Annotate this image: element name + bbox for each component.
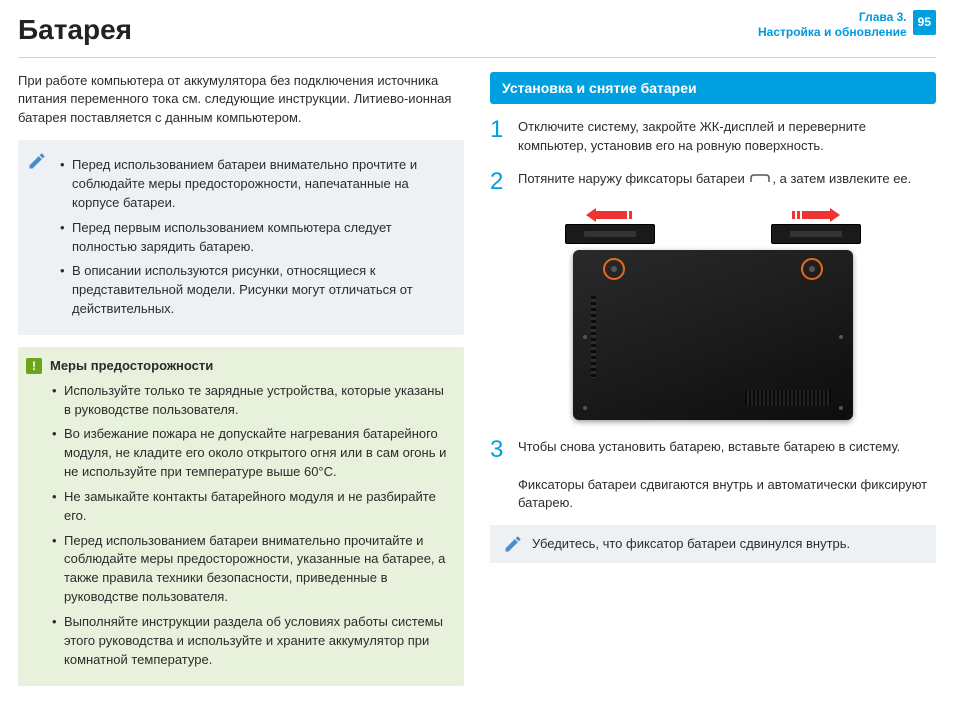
page: Батарея Глава 3. Настройка и обновление … (0, 0, 954, 708)
page-header: Батарея Глава 3. Настройка и обновление … (18, 10, 936, 51)
pencil-icon (502, 533, 524, 555)
arrow-left-group (565, 208, 655, 244)
step-3-extra: Фиксаторы батареи сдвигаются внутрь и ав… (518, 476, 936, 514)
step-3: 3 Чтобы снова установить батарею, вставь… (490, 438, 936, 462)
info-note-box: Перед использованием батареи внимательно… (18, 140, 464, 335)
highlight-ring (801, 258, 823, 280)
step-text: Чтобы снова установить батарею, вставьте… (518, 438, 936, 462)
intro-paragraph: При работе компьютера от аккумулятора бе… (18, 72, 464, 129)
laptop-bottom-image (573, 250, 853, 420)
list-item: Во избежание пожара не допускайте нагрев… (52, 425, 452, 482)
list-item: Выполняйте инструкции раздела об условия… (52, 613, 452, 670)
page-number-badge: 95 (913, 10, 936, 35)
list-item: Перед использованием батареи внимательно… (52, 532, 452, 607)
highlight-ring (603, 258, 625, 280)
tip-text: Убедитесь, что фиксатор батареи сдвинулс… (532, 535, 850, 554)
chapter-info: Глава 3. Настройка и обновление 95 (758, 10, 936, 40)
step-1: 1 Отключите систему, закройте ЖК-дисплей… (490, 118, 936, 156)
right-column: Установка и снятие батареи 1 Отключите с… (490, 72, 936, 698)
step-2: 2 Потяните наружу фиксаторы батареи , а … (490, 170, 936, 194)
list-item: В описании используются рисунки, относящ… (60, 262, 452, 319)
chapter-line-2: Настройка и обновление (758, 25, 907, 40)
arrow-left-icon (586, 208, 634, 222)
step-number: 1 (490, 118, 508, 156)
list-item: Перед использованием батареи внимательно… (60, 156, 452, 213)
latch-right (771, 224, 861, 244)
step-number: 2 (490, 170, 508, 194)
latch-left (565, 224, 655, 244)
tip-note-box: Убедитесь, что фиксатор батареи сдвинулс… (490, 525, 936, 563)
columns: При работе компьютера от аккумулятора бе… (18, 72, 936, 698)
caution-bullet-list: Используйте только те зарядные устройств… (30, 382, 452, 670)
caution-note-box: ! Меры предосторожности Используйте толь… (18, 347, 464, 686)
latch-glyph-icon (750, 170, 770, 189)
section-heading: Установка и снятие батареи (490, 72, 936, 104)
arrow-right-icon (792, 208, 840, 222)
info-bullet-list: Перед использованием батареи внимательно… (30, 156, 452, 319)
battery-illustration (553, 208, 873, 420)
list-item: Не замыкайте контакты батарейного модуля… (52, 488, 452, 526)
arrow-right-group (771, 208, 861, 244)
caution-title: Меры предосторожности (50, 357, 213, 376)
step-text: Отключите систему, закройте ЖК-дисплей и… (518, 118, 936, 156)
chapter-line-1: Глава 3. (758, 10, 907, 25)
header-divider (18, 57, 936, 58)
left-column: При работе компьютера от аккумулятора бе… (18, 72, 464, 698)
list-item: Используйте только те зарядные устройств… (52, 382, 452, 420)
page-title: Батарея (18, 10, 758, 51)
step-number: 3 (490, 438, 508, 462)
list-item: Перед первым использованием компьютера с… (60, 219, 452, 257)
pencil-icon (26, 150, 48, 172)
caution-icon: ! (26, 358, 42, 374)
step-text: Потяните наружу фиксаторы батареи , а за… (518, 170, 936, 194)
